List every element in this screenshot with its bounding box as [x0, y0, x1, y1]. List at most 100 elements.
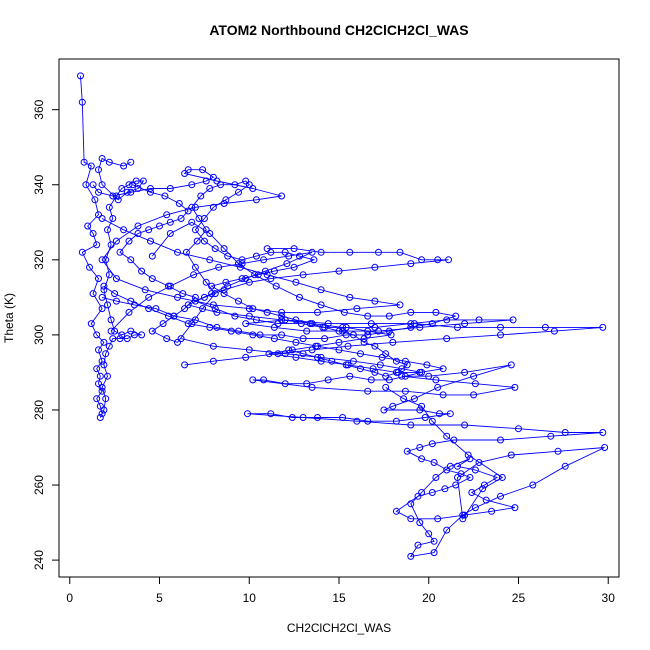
data-point: [191, 293, 199, 301]
data-point: [288, 414, 296, 421]
data-point: [466, 455, 474, 463]
data-point: [166, 218, 174, 226]
data-point: [278, 316, 286, 324]
data-point: [364, 331, 372, 339]
data-point: [482, 496, 490, 504]
data-point: [134, 230, 142, 237]
data-point: [297, 320, 305, 328]
data-point: [497, 323, 504, 331]
data-point: [601, 444, 609, 451]
data-point: [599, 323, 607, 331]
data-point: [292, 316, 300, 324]
data-point: [220, 286, 228, 294]
data-point: [288, 346, 296, 354]
data-point: [132, 177, 140, 185]
data-point: [443, 526, 451, 534]
data-point: [112, 237, 120, 245]
data-point: [127, 158, 135, 166]
data-point: [112, 297, 120, 305]
data-point: [209, 342, 217, 350]
data-point: [367, 376, 375, 384]
data-point: [95, 380, 102, 388]
data-point: [231, 181, 239, 189]
data-point: [100, 282, 108, 290]
data-point: [206, 185, 214, 192]
data-point: [98, 181, 106, 189]
data-point: [407, 552, 415, 560]
data-point: [418, 455, 426, 463]
data-point: [96, 402, 104, 410]
data-point: [252, 196, 260, 204]
y-tick-label: 340: [32, 174, 46, 194]
data-point: [98, 215, 106, 222]
data-point: [278, 308, 286, 316]
data-point: [93, 331, 101, 339]
data-point: [245, 346, 253, 354]
data-point: [145, 293, 153, 301]
data-point: [89, 230, 97, 237]
y-tick-label: 240: [32, 550, 46, 570]
data-point: [102, 256, 110, 264]
data-point: [104, 226, 111, 234]
data-point: [191, 263, 199, 271]
data-point: [401, 372, 409, 380]
data-point: [125, 181, 133, 189]
data-point: [95, 166, 102, 174]
data-point: [98, 155, 106, 162]
data-point: [127, 327, 135, 335]
data-point: [299, 414, 307, 421]
data-point: [249, 331, 257, 339]
data-point: [507, 361, 515, 369]
data-point: [105, 203, 113, 211]
data-point: [493, 474, 501, 481]
data-point: [267, 248, 275, 256]
data-point: [425, 530, 433, 538]
data-point: [224, 282, 232, 290]
data-point: [98, 305, 106, 313]
data-point: [446, 410, 454, 418]
data-point: [507, 451, 515, 459]
data-point: [206, 323, 214, 331]
data-point: [213, 323, 221, 331]
data-point: [346, 372, 354, 380]
data-point: [375, 327, 382, 335]
data-point: [432, 308, 440, 316]
data-point: [278, 192, 286, 200]
data-point: [235, 297, 242, 305]
data-point: [166, 230, 174, 237]
y-tick-label: 360: [32, 99, 46, 119]
data-point: [407, 421, 415, 429]
series-6: [98, 218, 460, 343]
series-3: [177, 335, 609, 560]
data-point: [165, 312, 172, 320]
data-point: [193, 237, 201, 245]
data-point: [242, 353, 250, 361]
data-point: [95, 275, 102, 283]
data-point: [418, 489, 426, 496]
y-tick-label: 280: [32, 400, 46, 420]
data-point: [114, 196, 122, 204]
data-point: [179, 290, 187, 298]
data-point: [430, 549, 438, 557]
data-point: [152, 305, 160, 313]
data-point: [416, 519, 424, 527]
data-point: [497, 436, 504, 444]
data-point: [335, 346, 343, 354]
data-point: [529, 481, 537, 489]
data-point: [200, 293, 208, 301]
data-point: [340, 308, 348, 316]
data-point: [371, 297, 379, 305]
data-point: [344, 342, 352, 350]
data-point: [281, 380, 289, 388]
data-point: [389, 402, 397, 410]
data-point: [174, 293, 181, 301]
data-point: [244, 410, 251, 418]
data-point: [398, 372, 406, 380]
plot-frame: [58, 58, 620, 578]
data-point: [274, 320, 282, 328]
data-point: [515, 425, 522, 433]
data-point: [206, 256, 214, 264]
data-point: [161, 192, 169, 200]
data-point: [182, 248, 190, 256]
